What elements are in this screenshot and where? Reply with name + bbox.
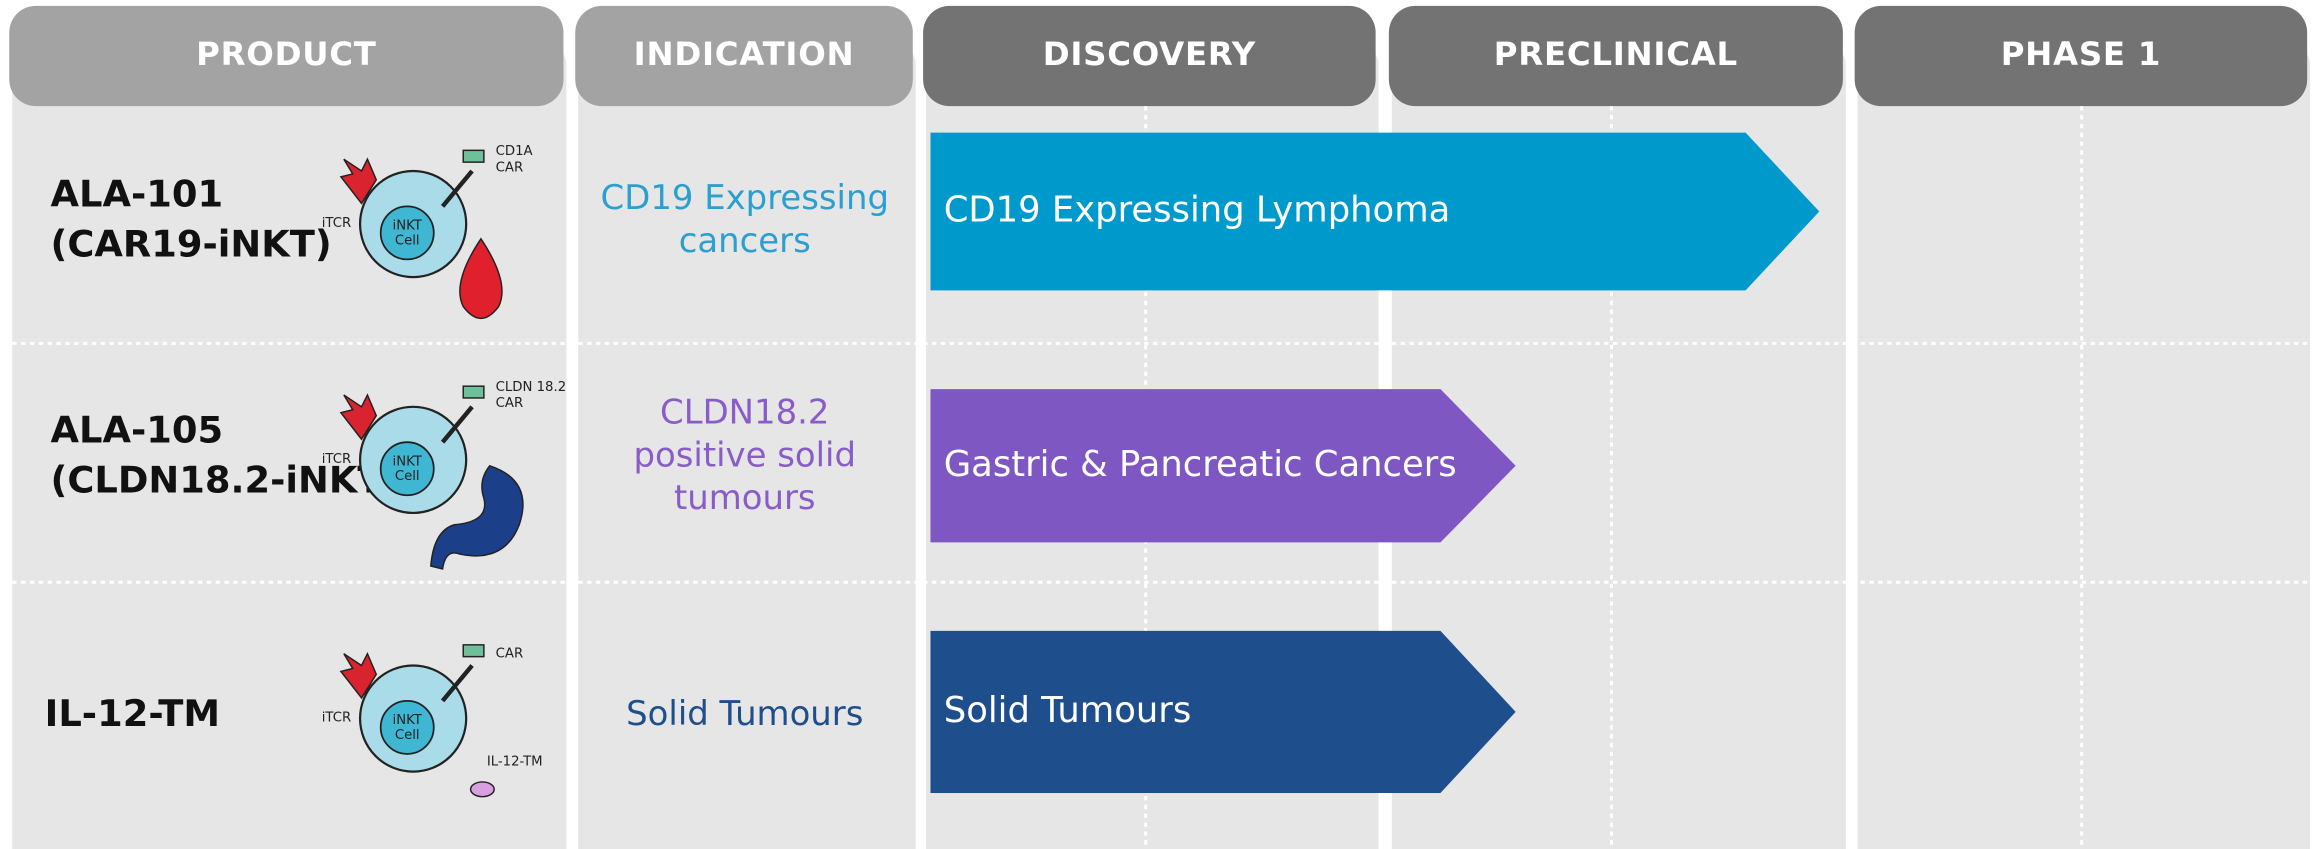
car-label: CAR xyxy=(496,396,524,411)
tcr-receptor xyxy=(339,393,378,441)
car-stalk xyxy=(440,169,474,208)
indication-text: CLDN18.2 xyxy=(660,393,829,432)
cell-label: iNKT xyxy=(393,713,423,728)
blood-drop xyxy=(459,237,503,320)
column-header-label: PHASE 1 xyxy=(2001,35,2161,73)
cell-label: iNKT xyxy=(393,454,423,469)
tcr-receptor xyxy=(339,651,378,700)
car-head xyxy=(462,149,485,163)
column-header-label: PRECLINICAL xyxy=(1494,35,1738,73)
cell-label: Cell xyxy=(395,728,420,743)
indication-text: Solid Tumours xyxy=(626,694,863,733)
column-header-label: DISCOVERY xyxy=(1043,35,1256,73)
product-name: ALA-101 xyxy=(51,173,224,216)
cell-nucleus xyxy=(379,441,435,497)
cell-label: iNKT xyxy=(393,219,423,234)
cell-label: Cell xyxy=(395,469,420,484)
progress-arrow xyxy=(930,389,1516,543)
product-name: (CAR19-iNKT) xyxy=(51,223,332,266)
car-label: CAR xyxy=(496,160,524,175)
column-header-label: PRODUCT xyxy=(196,35,377,73)
stomach xyxy=(430,464,524,570)
car-stalk xyxy=(440,664,474,703)
tcr-label: iTCR xyxy=(322,711,351,726)
car-stalk xyxy=(440,405,474,444)
progress-arrow xyxy=(930,630,1516,793)
indication-text: CD19 Expressing xyxy=(601,178,889,217)
car-head xyxy=(462,644,485,658)
program-label: CD19 Expressing Lymphoma xyxy=(944,190,1451,231)
cytokine-label: IL-12-TM xyxy=(487,755,543,770)
product-name: IL-12-TM xyxy=(45,692,220,735)
cell-nucleus xyxy=(379,205,435,261)
product-name: ALA-105 xyxy=(51,408,224,451)
program-label: Solid Tumours xyxy=(944,690,1192,731)
indication-text: tumours xyxy=(674,478,816,517)
cell-nucleus xyxy=(379,699,435,755)
tcr-label: iTCR xyxy=(322,452,351,467)
column-header xyxy=(9,5,564,107)
column-header xyxy=(575,5,913,107)
column-header xyxy=(1388,5,1843,107)
car-label: CAR xyxy=(496,647,524,662)
column-header xyxy=(1854,5,2308,107)
column-body xyxy=(1857,44,2311,849)
progress-arrow xyxy=(930,132,1820,291)
car-label: CLDN 18.2 xyxy=(496,380,566,395)
tcr-label: iTCR xyxy=(322,216,351,231)
cell-label: Cell xyxy=(395,233,420,248)
indication-text: cancers xyxy=(679,221,811,260)
column-body xyxy=(578,44,916,849)
program-label: Gastric & Pancreatic Cancers xyxy=(944,444,1457,485)
product-name: (CLDN18.2-iNKT) xyxy=(51,458,400,501)
column-header xyxy=(923,5,1376,107)
column-header-label: INDICATION xyxy=(634,35,855,73)
cytokine xyxy=(469,781,495,798)
car-head xyxy=(462,385,485,399)
tcr-receptor xyxy=(339,157,378,205)
indication-text: positive solid xyxy=(634,435,856,474)
car-label: CD1A xyxy=(496,144,533,159)
